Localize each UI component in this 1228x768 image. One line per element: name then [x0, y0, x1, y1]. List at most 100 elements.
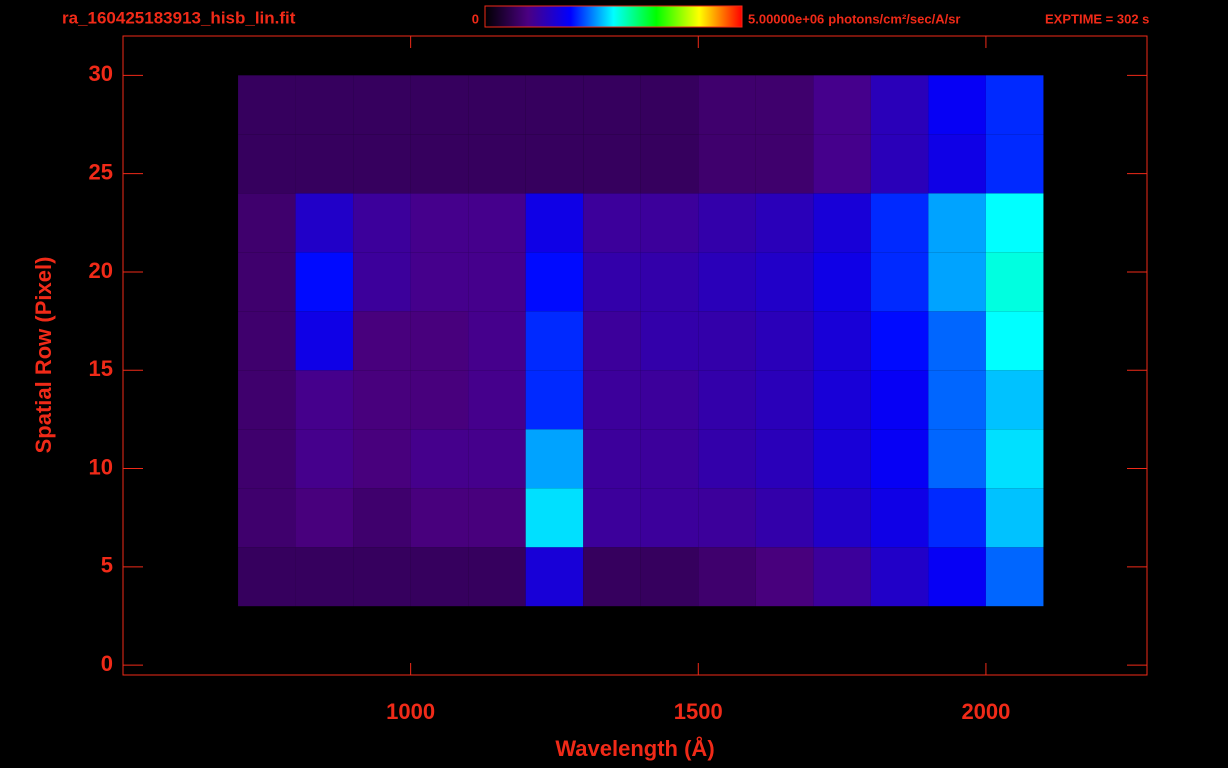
heatmap-cell [813, 429, 871, 489]
y-tick-label: 10 [89, 454, 113, 479]
y-tick-label: 30 [89, 61, 113, 86]
heatmap-cell [928, 488, 986, 548]
heatmap-cell [985, 488, 1044, 548]
heatmap-cell [813, 193, 871, 253]
heatmap-cell [985, 547, 1044, 607]
heatmap-cell [870, 193, 929, 253]
heatmap-cell [640, 75, 699, 135]
heatmap-cell [238, 193, 296, 253]
heatmap-cell [640, 193, 699, 253]
heatmap-cell [755, 370, 814, 430]
heatmap-cell [583, 429, 641, 489]
heatmap-cell [640, 252, 699, 312]
heatmap-cell [525, 488, 584, 548]
heatmap-cell [410, 488, 469, 548]
heatmap-cell [295, 429, 354, 489]
heatmap-cell [468, 252, 526, 312]
heatmap-cell [698, 252, 756, 312]
heatmap-cell [468, 488, 526, 548]
heatmap-cell [353, 252, 411, 312]
heatmap-cell [583, 193, 641, 253]
heatmap-cell [238, 429, 296, 489]
heatmap-cell [640, 134, 699, 194]
heatmap-cell [985, 370, 1044, 430]
heatmap-cell [870, 547, 929, 607]
heatmap-cell [813, 488, 871, 548]
heatmap-cell [698, 311, 756, 371]
heatmap-cell [928, 134, 986, 194]
heatmap-cell [410, 75, 469, 135]
heatmap-cell [353, 429, 411, 489]
heatmap-cell [813, 370, 871, 430]
heatmap-cell [238, 547, 296, 607]
heatmap-cell [525, 311, 584, 371]
heatmap-cell [238, 370, 296, 430]
heatmap-cell [755, 252, 814, 312]
heatmap-cell [295, 311, 354, 371]
heatmap-cell [353, 134, 411, 194]
heatmap-cell [468, 193, 526, 253]
heatmap-cell [525, 193, 584, 253]
heatmap-cell [813, 75, 871, 135]
heatmap-cell [813, 547, 871, 607]
heatmap-cell [755, 134, 814, 194]
heatmap-cell [468, 429, 526, 489]
heatmap-cell [410, 547, 469, 607]
heatmap-cell [525, 429, 584, 489]
y-axis-label: Spatial Row (Pixel) [31, 257, 56, 454]
x-tick-label: 2000 [961, 699, 1010, 724]
heatmap-cell [640, 547, 699, 607]
heatmap-cell [468, 311, 526, 371]
heatmap-cell [928, 311, 986, 371]
heatmap-cell [928, 429, 986, 489]
colorbar-label: 5.00000e+06 [748, 11, 824, 26]
heatmap-cell [928, 252, 986, 312]
heatmap-cell [410, 134, 469, 194]
chart-title: ra_160425183913_hisb_lin.fit [62, 8, 296, 27]
heatmap-cell [813, 252, 871, 312]
heatmap-cell [525, 370, 584, 430]
y-tick-label: 0 [101, 651, 113, 676]
heatmap-cell [410, 193, 469, 253]
x-tick-label: 1000 [386, 699, 435, 724]
heatmap-cell [928, 370, 986, 430]
heatmap-cell [755, 193, 814, 253]
heatmap-cell [583, 488, 641, 548]
heatmap-cell [870, 429, 929, 489]
heatmap-cell [353, 370, 411, 430]
heatmap-cell [928, 547, 986, 607]
heatmap-cell [985, 193, 1044, 253]
heatmap-cell [870, 311, 929, 371]
heatmap-cell [295, 547, 354, 607]
heatmap-cell [468, 75, 526, 135]
heatmap-cell [928, 75, 986, 135]
heatmap-cell [870, 488, 929, 548]
heatmap-cell [985, 252, 1044, 312]
heatmap-cell [525, 75, 584, 135]
heatmap-cell [295, 75, 354, 135]
heatmap-cell [583, 252, 641, 312]
heatmap-cell [525, 134, 584, 194]
heatmap-cell [410, 311, 469, 371]
heatmap-cell [238, 311, 296, 371]
heatmap-cell [640, 429, 699, 489]
heatmap-cell [583, 311, 641, 371]
heatmap-cell [295, 193, 354, 253]
heatmap-cell [410, 429, 469, 489]
heatmap-cell [698, 75, 756, 135]
heatmap-cell [238, 75, 296, 135]
heatmap-cell [640, 311, 699, 371]
x-tick-label: 1500 [674, 699, 723, 724]
heatmap-cell [870, 75, 929, 135]
heatmap-cell [295, 488, 354, 548]
heatmap-cell [353, 193, 411, 253]
heatmap-cell [698, 193, 756, 253]
heatmap-cell [525, 252, 584, 312]
heatmap-cell [238, 488, 296, 548]
y-tick-label: 5 [101, 553, 113, 578]
y-tick-label: 20 [89, 258, 113, 283]
heatmap-cell [985, 75, 1044, 135]
heatmap-cell [985, 311, 1044, 371]
